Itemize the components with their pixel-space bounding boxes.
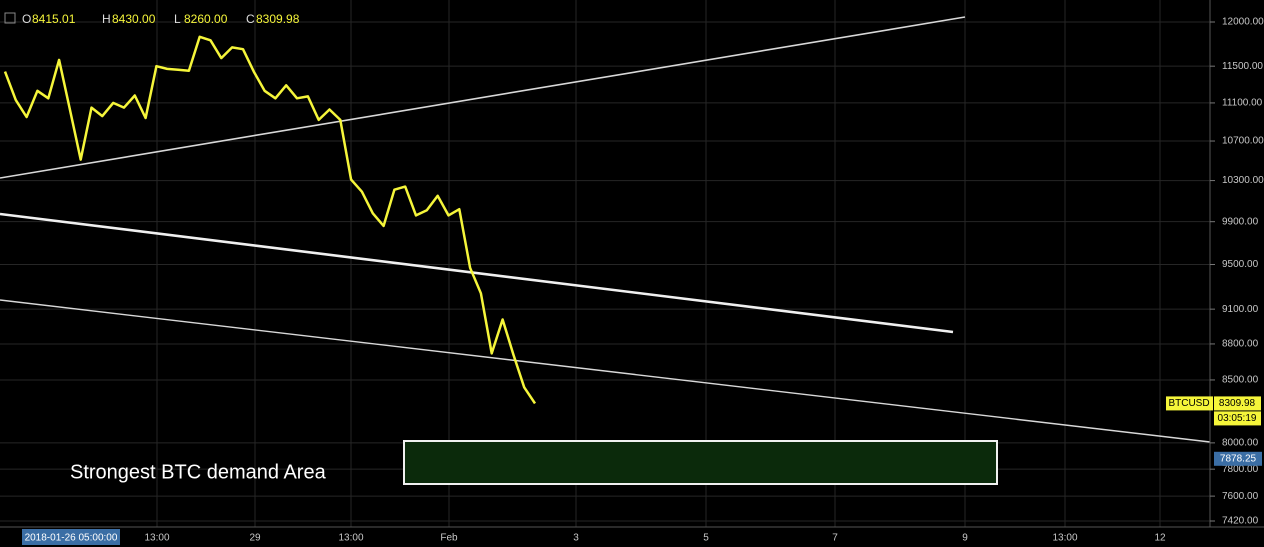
ohlc-label: H bbox=[102, 12, 111, 26]
x-tick-label: 29 bbox=[249, 533, 261, 544]
y-tick-label: 10300.00 bbox=[1222, 175, 1264, 186]
price-tag bbox=[1214, 396, 1261, 411]
price-label: 8309.98 bbox=[1219, 398, 1256, 409]
x-tick-label: 5 bbox=[703, 533, 709, 544]
expand-icon[interactable] bbox=[4, 12, 16, 24]
symbol-tag bbox=[1166, 396, 1213, 411]
trend-line bbox=[0, 299, 1211, 443]
x-tick-label: Feb bbox=[440, 533, 458, 544]
y-tick-label: 11500.00 bbox=[1222, 61, 1263, 72]
x-tick-label: 13:00 bbox=[338, 533, 363, 544]
countdown-label: 03:05:19 bbox=[1218, 413, 1257, 424]
x-tick-label: 13:00 bbox=[1052, 533, 1077, 544]
crosshair-time-tag bbox=[22, 529, 120, 545]
crosshair-tag bbox=[1214, 451, 1262, 466]
y-tick-label: 8800.00 bbox=[1222, 339, 1259, 350]
ohlc-value: 8260.00 bbox=[184, 12, 228, 26]
crosshair-time-label: 2018-01-26 05:00:00 bbox=[25, 533, 118, 544]
price-line bbox=[3, 35, 537, 405]
y-tick-label: 10700.00 bbox=[1222, 136, 1264, 147]
y-tick-label: 12000.00 bbox=[1222, 17, 1264, 28]
y-tick-label: 11100.00 bbox=[1222, 98, 1263, 109]
ohlc-label: L bbox=[174, 12, 181, 26]
ohlc-label: C bbox=[246, 12, 255, 26]
x-tick-label: 12 bbox=[1154, 533, 1166, 544]
x-tick-label: 13:00 bbox=[144, 533, 169, 544]
x-tick-label: 9 bbox=[962, 533, 968, 544]
ohlc-label: O bbox=[22, 12, 31, 26]
y-tick-label: 7600.00 bbox=[1222, 491, 1259, 502]
crosshair-price-label: 7878.25 bbox=[1220, 453, 1257, 464]
symbol-label: BTCUSD bbox=[1168, 398, 1209, 409]
y-tick-label: 7800.00 bbox=[1222, 464, 1259, 475]
ohlc-value: 8309.98 bbox=[256, 12, 300, 26]
x-tick-label: 3 bbox=[573, 533, 579, 544]
trend-line bbox=[0, 212, 954, 334]
y-tick-label: 7420.00 bbox=[1222, 516, 1259, 527]
trend-line bbox=[0, 16, 966, 179]
ohlc-value: 8430.00 bbox=[112, 12, 156, 26]
y-tick-label: 9500.00 bbox=[1222, 259, 1259, 270]
annotation: Strongest BTC demand Area bbox=[70, 461, 327, 483]
y-tick-label: 8500.00 bbox=[1222, 375, 1259, 386]
y-tick-label: 9900.00 bbox=[1222, 216, 1259, 227]
x-tick-label: 7 bbox=[832, 533, 838, 544]
y-tick-label: 9100.00 bbox=[1222, 304, 1259, 315]
ohlc-value: 8415.01 bbox=[32, 12, 76, 26]
y-tick-label: 8000.00 bbox=[1222, 438, 1259, 449]
demand-zone bbox=[403, 440, 998, 485]
countdown-tag bbox=[1214, 411, 1261, 426]
